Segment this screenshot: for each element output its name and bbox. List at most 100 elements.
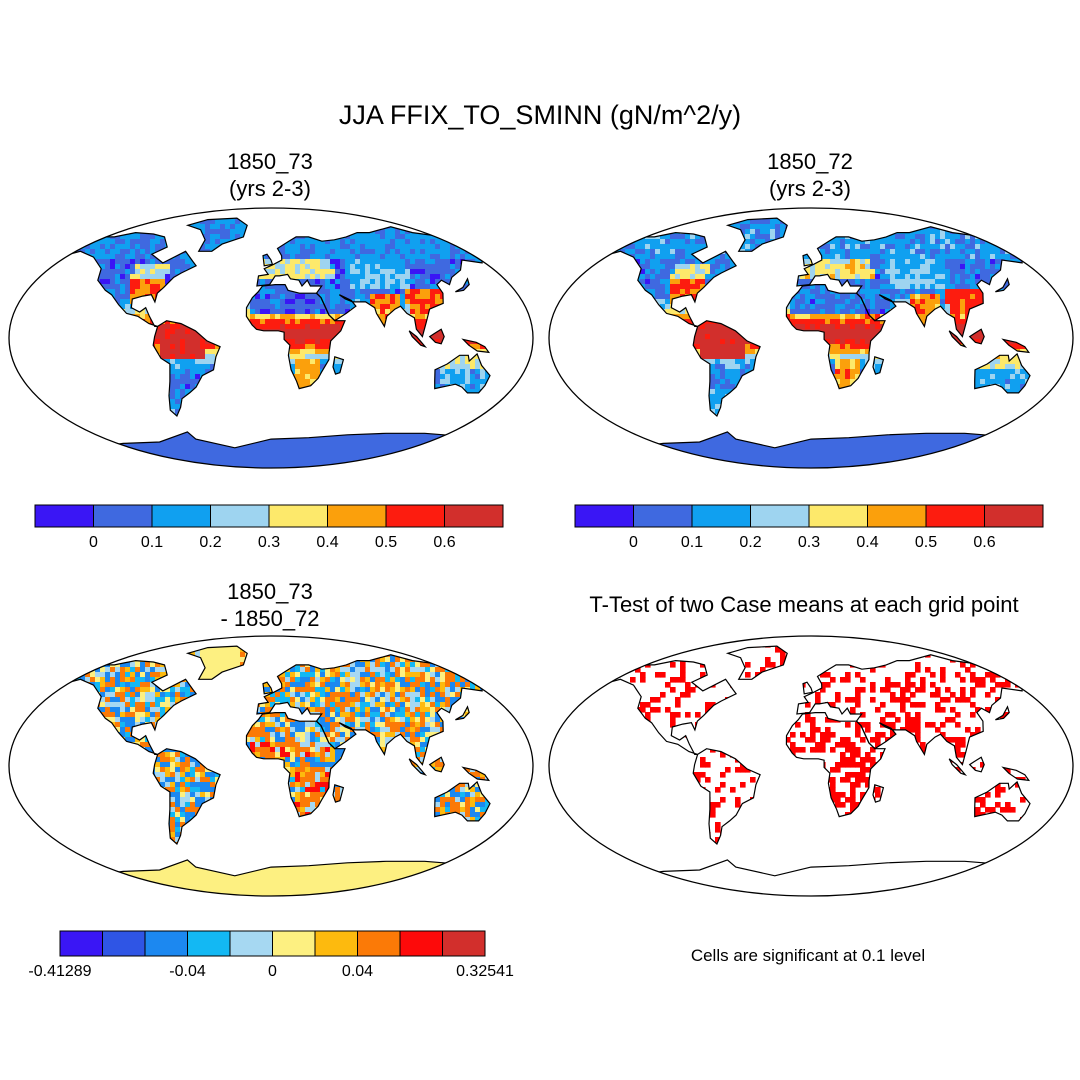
colorbar-swatch (314, 930, 358, 957)
colorbar-tick-label: 0.04 (342, 963, 373, 980)
coastline-africa (245, 712, 346, 818)
colorbar-tick-label: 0.3 (798, 534, 820, 551)
map-border (8, 635, 534, 897)
coastline-north-america (53, 659, 198, 755)
colorbar-swatch (59, 930, 103, 957)
coastline-australia (974, 352, 1031, 394)
colorbar-tick-label: 0.5 (915, 534, 937, 551)
coastline-new-guinea (1001, 766, 1031, 782)
colorbar-swatch (34, 504, 94, 528)
colorbar-tick-label: 0 (268, 963, 277, 980)
coastline-japan (455, 277, 470, 293)
coastline-borneo (968, 328, 985, 345)
panel1-title-line1: 1850_73 (227, 149, 313, 174)
coastline-africa (785, 712, 886, 818)
colorbar-swatch (93, 504, 153, 528)
coastlines (585, 217, 1062, 449)
coastline-new-guinea (461, 338, 491, 354)
colorbar-tick-label: 0.2 (739, 534, 761, 551)
colorbar-swatch (327, 504, 387, 528)
coastline-australia (434, 780, 491, 822)
colorbar-swatch (442, 930, 486, 957)
colorbar-swatch (808, 504, 868, 528)
panel3-title-line2: - 1850_72 (220, 606, 320, 631)
colorbar-swatch (268, 504, 328, 528)
colorbar-swatch (144, 930, 188, 957)
colorbar-swatch (925, 504, 985, 528)
colorbar-swatch (984, 504, 1044, 528)
coastline-sumatra (408, 330, 428, 348)
coastline-greenland (185, 217, 248, 252)
colorbar-tick-label: 0.1 (681, 534, 703, 551)
colorbar-swatch (574, 504, 634, 528)
coastline-madagascar (332, 356, 345, 375)
colorbar-tick-label: 0.5 (375, 534, 397, 551)
colorbar-tick-label: -0.41289 (28, 963, 91, 980)
colorbar-swatch (357, 930, 401, 957)
colorbar-tick-label: 0.3 (258, 534, 280, 551)
coastline-south-america (152, 748, 221, 845)
colorbar-tick-label: 0.4 (316, 534, 338, 551)
colorbar-difference: -0.41289 -0.04 0 0.04 0.32541 (28, 930, 514, 980)
map-panel-1850-72 (548, 207, 1074, 469)
coastline-antarctica (45, 431, 497, 449)
panel3-title: 1850_73 - 1850_72 (120, 578, 420, 632)
coastline-africa (785, 284, 886, 390)
colorbar-tick-label: 0 (89, 534, 98, 551)
colorbar-swatch (210, 504, 270, 528)
coastline-borneo (428, 756, 445, 773)
map-border (548, 635, 1074, 897)
colorbar-tick-label: 0 (629, 534, 638, 551)
coastline-antarctica (585, 859, 1037, 877)
coastline-madagascar (872, 356, 885, 375)
map-border (8, 207, 534, 469)
panel3-title-line1: 1850_73 (227, 579, 313, 604)
colorbar-swatch (102, 930, 146, 957)
coastline-uk (802, 681, 814, 695)
panel4-title: T-Test of two Case means at each grid po… (589, 592, 1019, 617)
coastline-north-america (53, 231, 198, 327)
colorbar-swatch (691, 504, 751, 528)
coastline-uk (262, 253, 274, 267)
coastline-sumatra (948, 330, 968, 348)
coastline-north-america (593, 231, 738, 327)
panel2-title-line2: (yrs 2-3) (769, 176, 851, 201)
map-border (548, 207, 1074, 469)
coastline-antarctica (585, 431, 1037, 449)
coastline-australia (434, 352, 491, 394)
coastline-south-america (692, 748, 761, 845)
coastlines (45, 645, 522, 877)
coastline-greenland (185, 645, 248, 680)
coastline-borneo (428, 328, 445, 345)
colorbar-tick-label: -0.04 (169, 963, 206, 980)
coastlines (585, 645, 1062, 877)
panel2-title-line1: 1850_72 (767, 149, 853, 174)
colorbar-swatch (187, 930, 231, 957)
colorbar-panel-1850-73: 0 0.1 0.2 0.3 0.4 0.5 0.6 (34, 504, 504, 551)
coastline-japan (995, 277, 1010, 293)
coastline-greenland (725, 217, 788, 252)
colorbar-swatch (633, 504, 693, 528)
colorbar-swatch (151, 504, 211, 528)
colorbar-swatch (750, 504, 810, 528)
coastline-sumatra (408, 758, 428, 776)
coastline-south-america (152, 320, 221, 417)
coastline-madagascar (332, 784, 345, 803)
figure-title: JJA FFIX_TO_SMINN (gN/m^2/y) (338, 100, 742, 130)
colorbar-tick-label: 0.1 (141, 534, 163, 551)
map-panel-1850-73 (8, 207, 534, 469)
colorbar-swatch (399, 930, 443, 957)
coastline-antarctica (45, 859, 497, 877)
colorbar-panel-1850-72: 0 0.1 0.2 0.3 0.4 0.5 0.6 (574, 504, 1044, 551)
coastline-new-guinea (1001, 338, 1031, 354)
map-panel-ttest (548, 635, 1074, 897)
coastline-japan (455, 705, 470, 721)
coastline-north-america (593, 659, 738, 755)
colorbar-tick-label: 0.6 (433, 534, 455, 551)
colorbar-swatch (444, 504, 504, 528)
panel1-title: 1850_73 (yrs 2-3) (120, 148, 420, 202)
coastline-uk (262, 681, 274, 695)
coastline-australia (974, 780, 1031, 822)
colorbar-swatch (867, 504, 927, 528)
coastline-south-america (692, 320, 761, 417)
